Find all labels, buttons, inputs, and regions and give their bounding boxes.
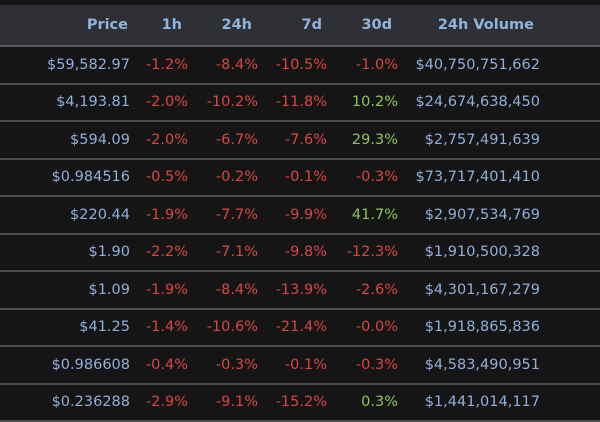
change-24h-cell: -10.2% [207,85,258,121]
price-cell: $59,582.97 [47,47,130,83]
change-7d-cell: -7.6% [285,122,327,158]
volume-cell: $40,750,751,662 [415,47,540,83]
change-7d-cell: -0.1% [285,160,327,196]
volume-cell: $1,918,865,836 [425,310,540,346]
change-30d-cell: -1.0% [356,47,398,83]
change-30d-cell: -12.3% [347,235,398,271]
table-row[interactable]: $0.986608 -0.4% -0.3% -0.1% -0.3% $4,583,490,… [0,347,600,385]
crypto-price-table: Price 1h 24h 7d 30d 24h Volume $59,582.9… [0,5,600,422]
header-1h[interactable]: 1h [162,5,182,45]
change-30d-cell: 0.3% [361,385,398,421]
table-row[interactable]: $41.25 -1.4% -10.6% -21.4% -0.0% $1,918,865,8… [0,310,600,348]
volume-cell: $4,583,490,951 [425,347,540,383]
change-24h-cell: -6.7% [216,122,258,158]
price-cell: $0.984516 [52,160,130,196]
change-7d-cell: -9.9% [285,197,327,233]
change-1h-cell: -1.9% [146,197,188,233]
change-7d-cell: -10.5% [276,47,327,83]
table-row[interactable]: $4,193.81 -2.0% -10.2% -11.8% 10.2% $24,674,6… [0,85,600,123]
change-24h-cell: -7.1% [216,235,258,271]
change-30d-cell: 10.2% [352,85,398,121]
price-cell: $1.09 [88,272,130,308]
change-24h-cell: -8.4% [216,47,258,83]
change-24h-cell: -0.3% [216,347,258,383]
change-7d-cell: -9.8% [285,235,327,271]
table-row[interactable]: $594.09 -2.0% -6.7% -7.6% 29.3% $2,757,491,63… [0,122,600,160]
table-row[interactable]: $0.236288 -2.9% -9.1% -15.2% 0.3% $1,441,014,… [0,385,600,422]
price-cell: $220.44 [70,197,130,233]
change-1h-cell: -2.2% [146,235,188,271]
table-header: Price 1h 24h 7d 30d 24h Volume [0,5,600,47]
table-row[interactable]: $220.44 -1.9% -7.7% -9.9% 41.7% $2,907,534,76… [0,197,600,235]
price-cell: $4,193.81 [56,85,130,121]
change-1h-cell: -2.0% [146,122,188,158]
change-1h-cell: -1.2% [146,47,188,83]
change-7d-cell: -0.1% [285,347,327,383]
change-30d-cell: -0.0% [356,310,398,346]
header-price[interactable]: Price [87,5,128,45]
table-row[interactable]: $1.09 -1.9% -8.4% -13.9% -2.6% $4,301,167,279 [0,272,600,310]
price-cell: $0.986608 [52,347,130,383]
table-row[interactable]: $59,582.97 -1.2% -8.4% -10.5% -1.0% $40,750,7… [0,47,600,85]
change-30d-cell: 41.7% [352,197,398,233]
header-7d[interactable]: 7d [302,5,322,45]
change-30d-cell: -0.3% [356,347,398,383]
change-30d-cell: -2.6% [356,272,398,308]
price-cell: $0.236288 [52,385,130,421]
price-cell: $1.90 [88,235,130,271]
change-24h-cell: -8.4% [216,272,258,308]
change-30d-cell: -0.3% [356,160,398,196]
table-row[interactable]: $1.90 -2.2% -7.1% -9.8% -12.3% $1,910,500,328 [0,235,600,273]
change-7d-cell: -11.8% [276,85,327,121]
change-1h-cell: -0.5% [146,160,188,196]
change-1h-cell: -2.0% [146,85,188,121]
change-30d-cell: 29.3% [352,122,398,158]
change-24h-cell: -0.2% [216,160,258,196]
price-cell: $41.25 [79,310,130,346]
volume-cell: $2,907,534,769 [425,197,540,233]
change-24h-cell: -10.6% [207,310,258,346]
header-24h[interactable]: 24h [221,5,252,45]
table-body: $59,582.97 -1.2% -8.4% -10.5% -1.0% $40,750,7… [0,47,600,422]
volume-cell: $1,441,014,117 [425,385,540,421]
volume-cell: $73,717,401,410 [415,160,540,196]
price-cell: $594.09 [70,122,130,158]
change-24h-cell: -7.7% [216,197,258,233]
change-24h-cell: -9.1% [216,385,258,421]
change-7d-cell: -13.9% [276,272,327,308]
change-1h-cell: -2.9% [146,385,188,421]
change-7d-cell: -15.2% [276,385,327,421]
header-30d[interactable]: 30d [361,5,392,45]
volume-cell: $4,301,167,279 [425,272,540,308]
volume-cell: $1,910,500,328 [425,235,540,271]
volume-cell: $2,757,491,639 [425,122,540,158]
change-1h-cell: -1.4% [146,310,188,346]
header-24h-volume[interactable]: 24h Volume [438,5,534,45]
change-7d-cell: -21.4% [276,310,327,346]
volume-cell: $24,674,638,450 [415,85,540,121]
table-row[interactable]: $0.984516 -0.5% -0.2% -0.1% -0.3% $73,717,401… [0,160,600,198]
change-1h-cell: -0.4% [146,347,188,383]
change-1h-cell: -1.9% [146,272,188,308]
